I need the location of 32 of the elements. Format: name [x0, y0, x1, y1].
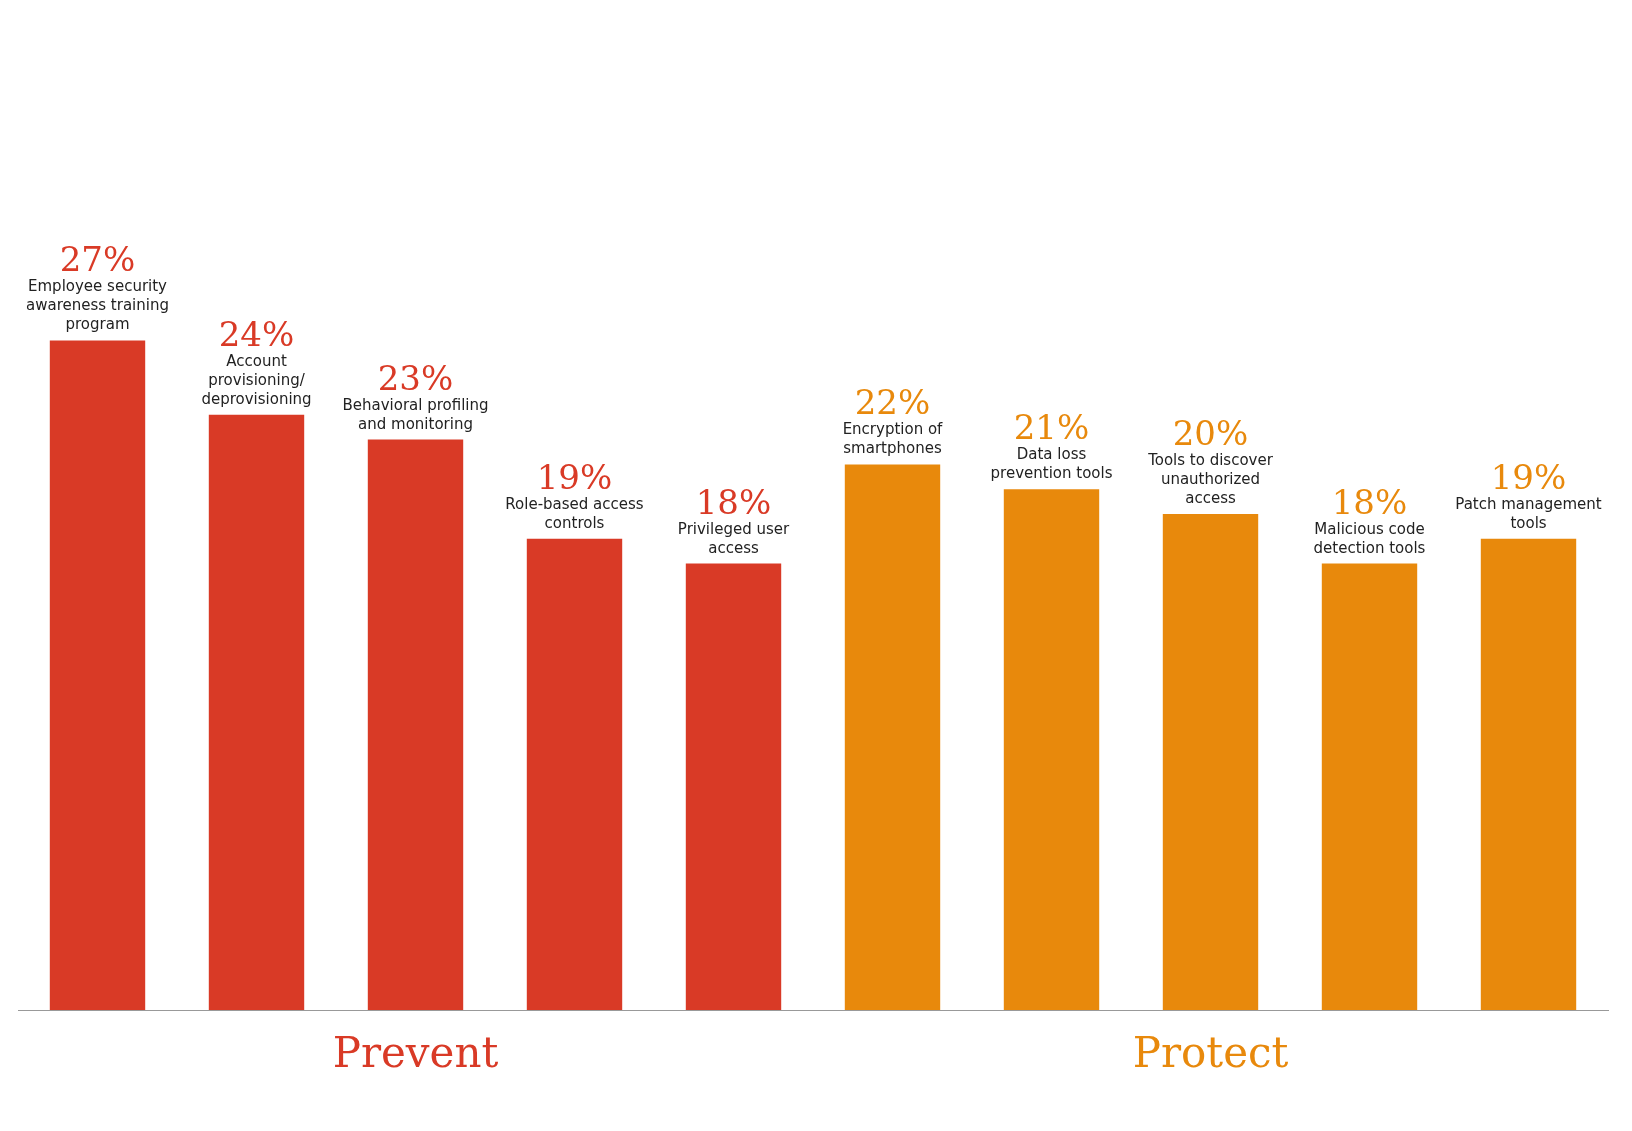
- bar: [1321, 563, 1418, 1010]
- x-tick-label: Malicious code detection tools: [1313, 519, 1426, 557]
- bar: [844, 464, 941, 1010]
- data-label: 24%: [218, 313, 295, 354]
- x-tick-label: Tools to discover unauthorized access: [1147, 451, 1274, 507]
- data-label: 19%: [536, 456, 613, 497]
- bar: [1162, 514, 1259, 1010]
- x-tick-label: Privileged user access: [677, 519, 790, 557]
- bar: [1480, 538, 1577, 1010]
- data-label: 20%: [1172, 413, 1249, 453]
- series-label: Prevent: [332, 1027, 499, 1077]
- data-label: 27%: [59, 239, 136, 280]
- x-tick-label: Employee security awareness training program: [26, 277, 169, 334]
- data-label: 22%: [854, 382, 931, 423]
- x-tick-label: Account provisioning/ deprovisioning: [201, 351, 312, 408]
- data-label: 21%: [1013, 407, 1090, 448]
- bar: [367, 439, 464, 1010]
- bar: [208, 414, 305, 1010]
- x-tick-label: Data loss prevention tools: [990, 445, 1113, 483]
- series-label: Protect: [1132, 1027, 1289, 1077]
- data-label: 23%: [377, 357, 454, 398]
- data-label: 18%: [695, 481, 772, 522]
- x-tick-label: Behavioral profiling and monitoring: [342, 395, 489, 433]
- bar: [685, 563, 782, 1010]
- bar: [1003, 489, 1100, 1010]
- data-label: 19%: [1490, 456, 1567, 497]
- bar: [49, 340, 146, 1010]
- bar: [526, 538, 623, 1010]
- x-tick-label: Encryption of smartphones: [842, 420, 944, 458]
- x-tick-label: Patch management tools: [1455, 494, 1602, 532]
- x-tick-label: Role-based access controls: [505, 494, 644, 532]
- data-label: 18%: [1331, 481, 1408, 522]
